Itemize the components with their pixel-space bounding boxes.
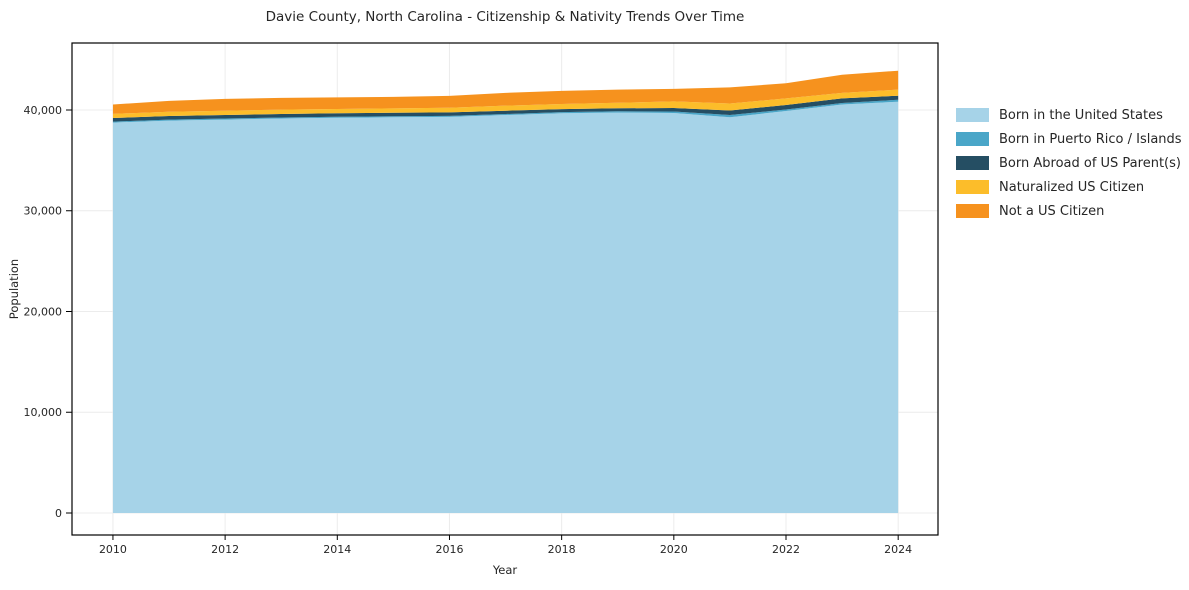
svg-text:20,000: 20,000 <box>24 305 63 318</box>
legend-swatch-naturalized <box>956 180 989 194</box>
svg-text:2010: 2010 <box>99 543 127 556</box>
svg-text:0: 0 <box>55 507 62 520</box>
svg-text:30,000: 30,000 <box>24 205 63 218</box>
svg-text:40,000: 40,000 <box>24 104 63 117</box>
legend-swatch-born-us <box>956 108 989 122</box>
legend-item-not-citizen: Not a US Citizen <box>956 199 1182 223</box>
svg-text:2016: 2016 <box>435 543 463 556</box>
x-axis-label: Year <box>492 563 518 577</box>
svg-text:2020: 2020 <box>660 543 688 556</box>
svg-text:2012: 2012 <box>211 543 239 556</box>
svg-text:2014: 2014 <box>323 543 351 556</box>
svg-text:2018: 2018 <box>548 543 576 556</box>
legend-label-born-abroad: Born Abroad of US Parent(s) <box>999 155 1181 171</box>
legend-item-born-abroad: Born Abroad of US Parent(s) <box>956 151 1182 175</box>
legend-label-born-us: Born in the United States <box>999 107 1163 123</box>
area-band <box>112 95 899 122</box>
legend-item-puerto-rico: Born in Puerto Rico / Islands <box>956 127 1182 151</box>
area-band <box>112 70 899 114</box>
legend: Born in the United States Born in Puerto… <box>956 103 1182 223</box>
chart-title: Davie County, North Carolina - Citizensh… <box>265 9 745 25</box>
svg-text:2024: 2024 <box>884 543 912 556</box>
legend-item-naturalized: Naturalized US Citizen <box>956 175 1182 199</box>
legend-item-born-us: Born in the United States <box>956 103 1182 127</box>
area-band <box>112 101 899 513</box>
legend-swatch-puerto-rico <box>956 132 989 146</box>
legend-label-puerto-rico: Born in Puerto Rico / Islands <box>999 131 1182 147</box>
area-band <box>112 89 899 119</box>
legend-label-naturalized: Naturalized US Citizen <box>999 179 1145 195</box>
legend-swatch-born-abroad <box>956 156 989 170</box>
legend-swatch-not-citizen <box>956 204 989 218</box>
svg-text:2022: 2022 <box>772 543 800 556</box>
svg-text:10,000: 10,000 <box>24 406 63 419</box>
legend-label-not-citizen: Not a US Citizen <box>999 203 1105 219</box>
